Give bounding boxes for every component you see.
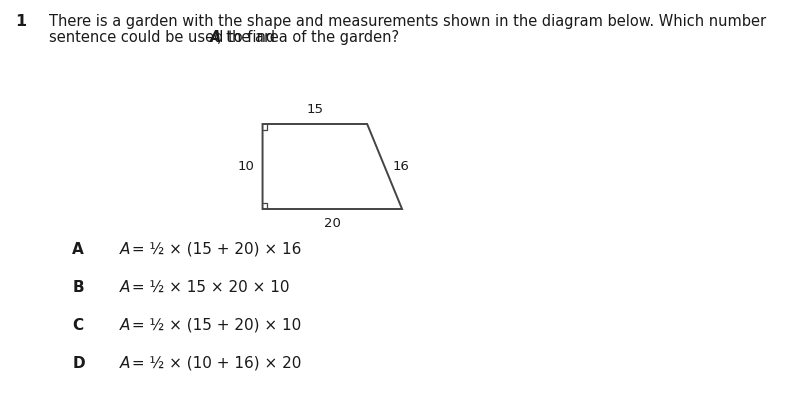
Text: B: B	[72, 280, 84, 295]
Text: D: D	[72, 356, 85, 370]
Text: = ½ × (15 + 20) × 16: = ½ × (15 + 20) × 16	[127, 242, 302, 257]
Text: 16: 16	[393, 160, 410, 173]
Text: sentence could be used to find: sentence could be used to find	[50, 30, 280, 45]
Text: A: A	[210, 30, 222, 45]
Text: $A$: $A$	[119, 241, 131, 257]
Text: 10: 10	[238, 160, 254, 173]
Text: There is a garden with the shape and measurements shown in the diagram below. Wh: There is a garden with the shape and mea…	[50, 14, 766, 29]
Text: $A$: $A$	[119, 355, 131, 371]
Text: $A$: $A$	[119, 317, 131, 333]
Text: A: A	[72, 242, 84, 257]
Text: C: C	[72, 318, 83, 332]
Text: 20: 20	[324, 217, 341, 230]
Text: 15: 15	[306, 103, 323, 116]
Text: = ½ × (10 + 16) × 20: = ½ × (10 + 16) × 20	[127, 356, 302, 370]
Text: $A$: $A$	[119, 279, 131, 295]
Text: , the area of the garden?: , the area of the garden?	[218, 30, 399, 45]
Text: = ½ × 15 × 20 × 10: = ½ × 15 × 20 × 10	[127, 280, 290, 295]
Text: 1: 1	[14, 14, 26, 29]
Text: = ½ × (15 + 20) × 10: = ½ × (15 + 20) × 10	[127, 318, 302, 332]
